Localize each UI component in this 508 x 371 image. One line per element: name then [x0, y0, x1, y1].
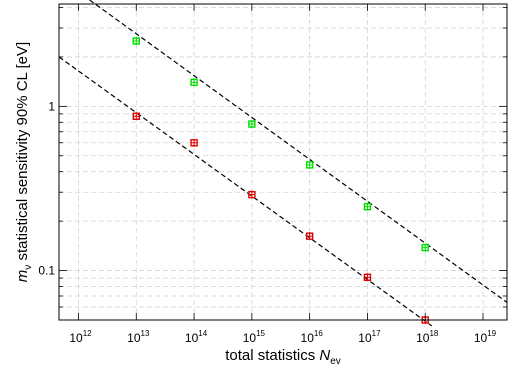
data-point: [190, 78, 198, 87]
fit-lines: [58, 0, 508, 327]
data-point: [248, 190, 256, 199]
tick-labels: 1012 1013 1014 1015 1016 1017 1018 1019 0.1 1: [38, 99, 496, 345]
data-point: [132, 36, 140, 45]
x-tick-label: 1018: [416, 329, 439, 345]
data-point: [305, 160, 314, 169]
x-tick-label: 1015: [243, 329, 266, 345]
x-tick-label: 1012: [69, 329, 92, 345]
grid-lines: [59, 4, 507, 321]
axis-ticks: [59, 4, 507, 321]
plot-frame: [58, 3, 508, 321]
y-tick-label: 1: [48, 99, 55, 113]
data-point: [421, 243, 429, 252]
y-axis-title: mν statistical sensitivity 90% CL [eV]: [14, 42, 34, 282]
data-point: [190, 138, 198, 147]
data-points: [132, 36, 429, 324]
x-tick-label: 1016: [301, 329, 324, 345]
x-tick-label: 1013: [127, 329, 150, 345]
data-point: [132, 112, 140, 121]
data-point: [305, 232, 314, 241]
data-point: [248, 120, 256, 129]
x-axis-title: total statistics Nev: [225, 347, 341, 367]
fit-line: [88, 0, 508, 303]
data-point: [363, 273, 372, 282]
x-tick-label: 1014: [185, 329, 208, 345]
fit-line: [58, 56, 433, 327]
x-tick-label: 1017: [358, 329, 381, 345]
data-point: [363, 202, 372, 211]
x-tick-label: 1019: [474, 329, 497, 345]
y-tick-label: 0.1: [38, 264, 55, 278]
